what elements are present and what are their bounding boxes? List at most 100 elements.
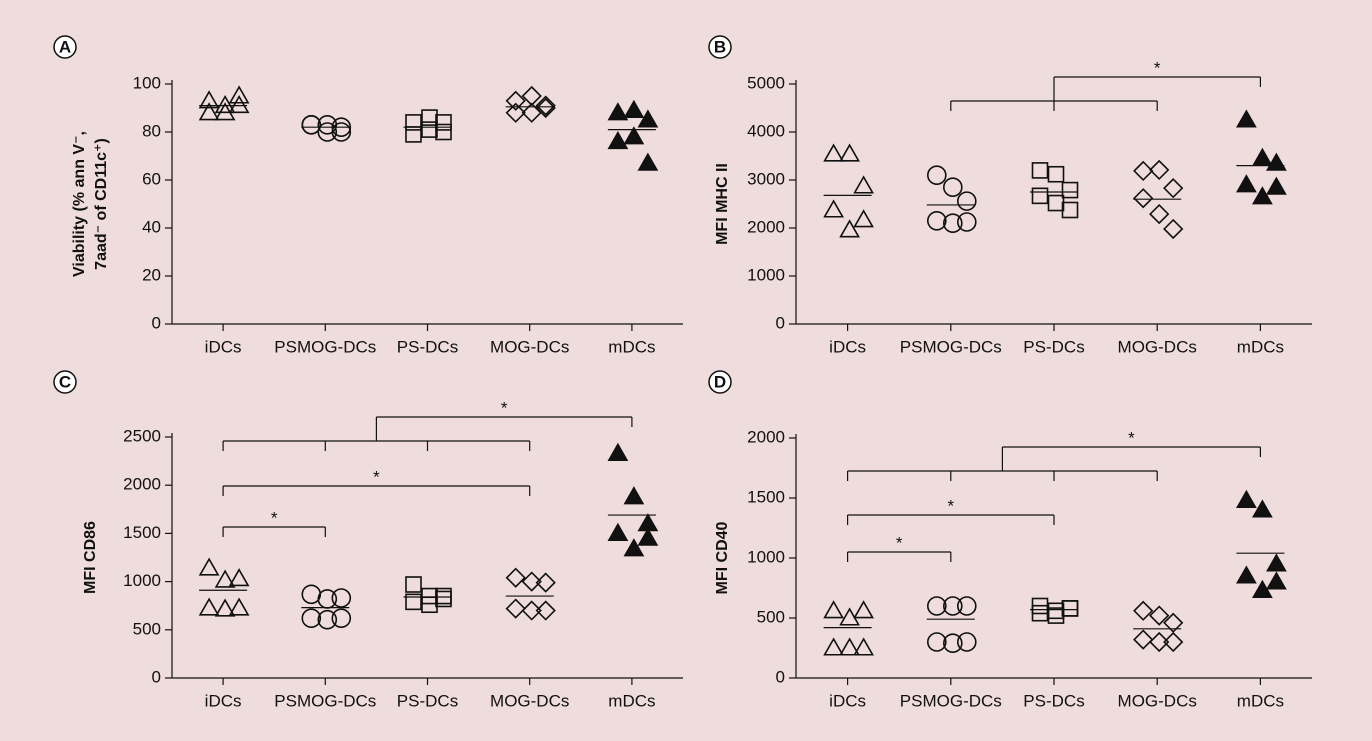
point — [926, 596, 947, 616]
point — [1236, 565, 1257, 584]
point — [1266, 553, 1287, 572]
point — [228, 85, 250, 104]
y-tick-label: 3000 — [747, 169, 785, 188]
x-tick-label: PS-DCs — [397, 691, 458, 710]
point — [1149, 631, 1170, 653]
significance-label: * — [271, 508, 278, 527]
point — [607, 130, 629, 150]
point — [1236, 109, 1257, 128]
y-tick-label: 1500 — [747, 487, 785, 506]
point — [535, 95, 556, 116]
x-tick-label: iDCs — [205, 691, 242, 710]
point — [853, 637, 874, 656]
point — [405, 114, 422, 131]
y-tick-label: 0 — [776, 313, 785, 332]
point — [607, 522, 629, 541]
point — [1061, 600, 1079, 617]
y-axis-label: 7aad⁻ of CD11c⁺) — [93, 138, 110, 270]
point — [1163, 612, 1184, 633]
point — [623, 538, 645, 557]
significance-label: * — [373, 467, 380, 486]
x-tick-label: MOG-DCs — [1118, 691, 1197, 710]
x-tick-label: PS-DCs — [1023, 691, 1084, 710]
point — [535, 572, 556, 593]
y-tick-label: 2000 — [747, 217, 785, 236]
point — [1236, 174, 1257, 193]
point — [926, 165, 947, 185]
x-tick-label: PSMOG-DCs — [274, 691, 376, 710]
point — [956, 191, 977, 211]
point — [956, 596, 977, 616]
significance-label: * — [947, 496, 954, 515]
point — [956, 632, 977, 652]
y-axis-label: MFI CD86 — [82, 521, 99, 594]
point — [1266, 571, 1287, 590]
y-tick-label: 2000 — [123, 475, 161, 494]
x-tick-label: PSMOG-DCs — [900, 337, 1002, 356]
point — [214, 598, 236, 617]
y-tick-label: 100 — [133, 73, 161, 92]
x-tick-label: PSMOG-DCs — [900, 691, 1002, 710]
y-tick-label: 2000 — [747, 427, 785, 446]
x-tick-label: PSMOG-DCs — [274, 337, 376, 356]
x-tick-label: iDCs — [205, 337, 242, 356]
x-tick-label: MOG-DCs — [490, 337, 569, 356]
point — [956, 212, 977, 232]
y-tick-label: 4000 — [747, 121, 785, 140]
point — [607, 102, 629, 121]
significance-label: * — [1128, 428, 1135, 447]
point — [228, 94, 250, 114]
point — [623, 126, 645, 145]
point — [535, 600, 556, 621]
point — [214, 94, 236, 114]
point — [198, 102, 220, 121]
y-axis-label: Viability (% ann V⁻, — [71, 131, 88, 277]
point — [607, 442, 629, 461]
point — [942, 213, 963, 233]
y-tick-label: 20 — [142, 265, 161, 284]
point — [228, 597, 250, 616]
point — [421, 109, 438, 126]
point — [942, 596, 963, 616]
panel-label: C — [59, 372, 71, 391]
point — [198, 90, 220, 109]
point — [331, 608, 352, 629]
point — [405, 576, 422, 593]
point — [1061, 201, 1079, 219]
point — [1149, 203, 1170, 225]
point — [301, 115, 322, 135]
point — [823, 143, 844, 162]
y-tick-label: 5000 — [747, 73, 785, 92]
point — [823, 637, 844, 656]
point — [823, 600, 844, 619]
point — [1133, 600, 1154, 621]
point — [823, 199, 844, 218]
point — [435, 123, 452, 141]
point — [637, 527, 659, 546]
point — [535, 97, 556, 119]
point — [505, 598, 526, 619]
point — [637, 152, 659, 171]
panel-label: A — [59, 37, 71, 56]
point — [853, 209, 874, 228]
point — [405, 593, 422, 611]
point — [637, 109, 659, 128]
x-tick-label: mDCs — [608, 337, 655, 356]
point — [521, 571, 542, 592]
y-tick-label: 2500 — [123, 426, 161, 445]
significance-label: * — [501, 398, 508, 417]
y-tick-label: 0 — [152, 313, 161, 332]
y-tick-label: 0 — [152, 667, 161, 686]
point — [1163, 178, 1184, 199]
point — [1149, 159, 1170, 181]
point — [228, 568, 250, 587]
point — [1047, 165, 1065, 183]
point — [1061, 181, 1079, 199]
x-tick-label: MOG-DCs — [1118, 337, 1197, 356]
point — [1266, 176, 1287, 195]
panel-badge — [708, 370, 732, 394]
y-tick-label: 0 — [776, 667, 785, 686]
y-tick-label: 1000 — [747, 547, 785, 566]
